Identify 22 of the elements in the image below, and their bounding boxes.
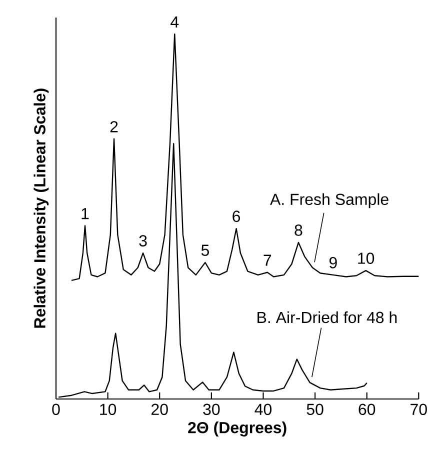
text: B. Air-Dried for 48 h xyxy=(258,311,397,324)
y-axis-title: Relative Intensity (Linear Scale) xyxy=(34,88,49,328)
x-tick-label: 50 xyxy=(306,404,324,416)
annotation: 5 xyxy=(201,244,209,256)
annotation: 1 xyxy=(82,208,89,220)
annotation: 2 xyxy=(110,121,118,132)
x-tick-label: 10 xyxy=(100,404,116,416)
annotation: 4 xyxy=(170,16,179,28)
annotation: 6 xyxy=(232,210,240,222)
annotation: 7 xyxy=(264,254,272,266)
annotation: 9 xyxy=(329,257,337,268)
x-tick-label: 20 xyxy=(152,404,168,416)
annotation: 3 xyxy=(139,235,147,246)
text: A. Fresh Sample xyxy=(270,193,388,208)
x-tick-label: 0 xyxy=(52,404,60,416)
x-tick-label: 60 xyxy=(358,404,376,416)
x-tick-label: 40 xyxy=(254,404,272,416)
x-axis-title: 2Θ (Degrees) xyxy=(188,422,286,437)
x-tick-label: 70 xyxy=(410,404,427,416)
annotation: 8 xyxy=(294,224,302,236)
annotation: 10 xyxy=(358,252,374,264)
x-tick-label: 30 xyxy=(203,404,220,416)
